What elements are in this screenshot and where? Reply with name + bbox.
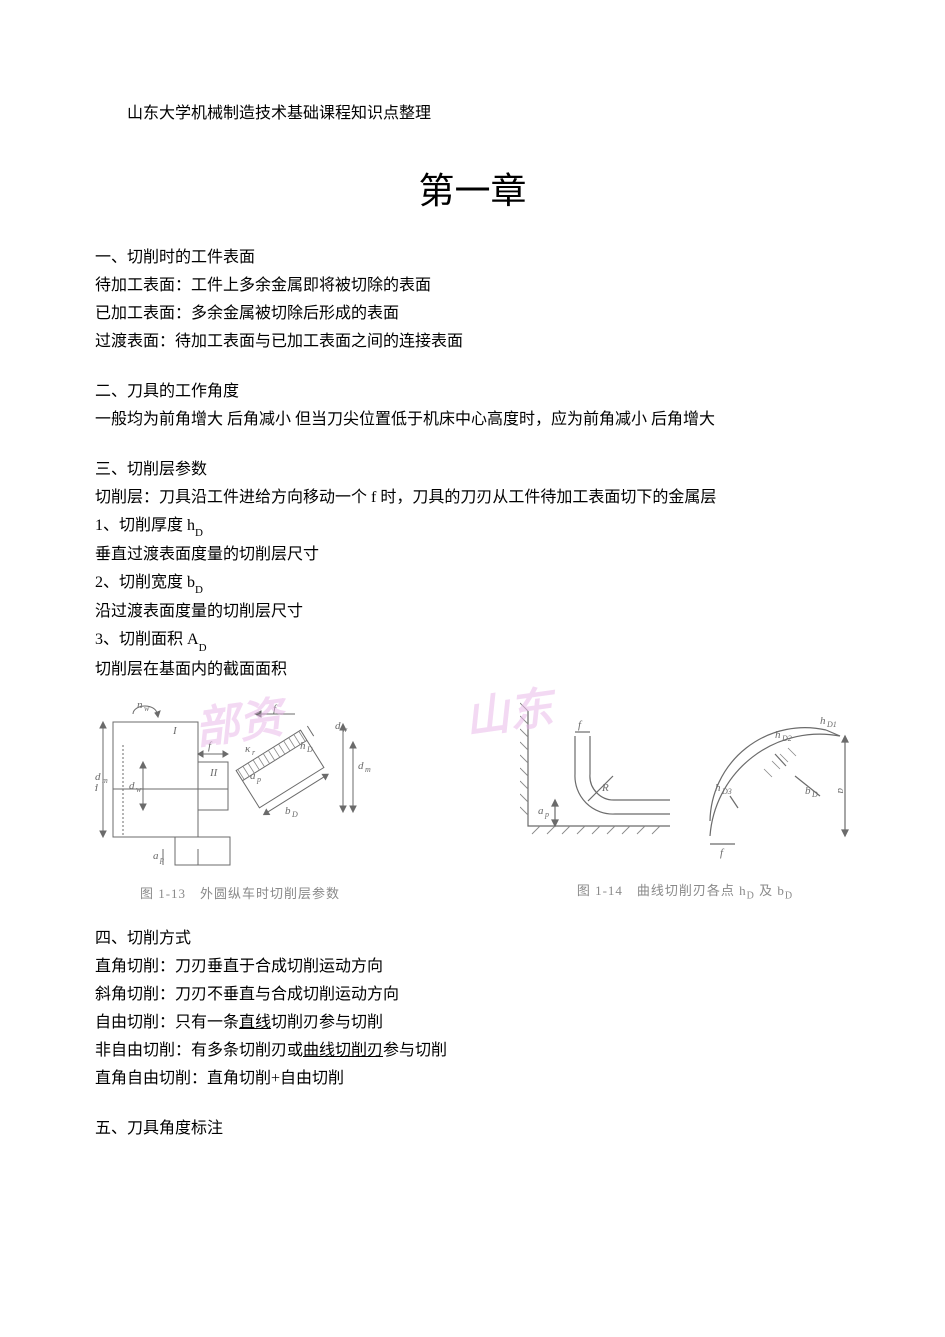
svg-text:w: w [342, 725, 348, 734]
figure-1-14-caption-sub1: D [747, 890, 755, 901]
section-3-item-1b: 垂直过渡表面度量的切削层尺寸 [95, 541, 850, 569]
svg-text:D: D [306, 745, 313, 754]
section-3-heading: 三、切削层参数 [95, 456, 850, 484]
section-3-item-3a-text: 3、切削面积 A [95, 631, 199, 648]
svg-text:b: b [805, 785, 811, 797]
figure-1-13-caption: 图 1-13 外圆纵车时切削层参数 [140, 882, 340, 905]
section-4: 四、切削方式 直角切削：刀刃垂直于合成切削运动方向 斜角切削：刀刃不垂直与合成切… [95, 925, 850, 1093]
section-1: 一、切削时的工件表面 待加工表面：工件上多余金属即将被切除的表面 已加工表面：多… [95, 244, 850, 356]
svg-text:κ: κ [245, 743, 251, 755]
svg-text:D1: D1 [826, 720, 837, 729]
svg-text:h: h [775, 729, 781, 741]
section-3-item-3b: 切削层在基面内的截面面积 [95, 656, 850, 684]
document-title: 山东大学机械制造技术基础课程知识点整理 [95, 100, 850, 129]
section-2-heading: 二、刀具的工作角度 [95, 378, 850, 406]
chapter-title: 第一章 [95, 159, 850, 224]
section-3-item-3-sub: D [199, 642, 207, 654]
section-3-item-1-sub: D [195, 527, 203, 539]
section-3-item-1a: 1、切削厚度 hD [95, 512, 850, 541]
section-1-line-1: 待加工表面：工件上多余金属即将被切除的表面 [95, 272, 850, 300]
svg-text:d: d [129, 780, 135, 792]
section-4-line-3a: 自由切削：只有一条 [95, 1014, 239, 1031]
figure-1-14-caption: 图 1-14 曲线切削刃各点 hD 及 bD [577, 879, 793, 906]
svg-text:w: w [144, 704, 150, 713]
svg-text:D2: D2 [781, 734, 792, 743]
svg-text:d: d [358, 760, 364, 772]
svg-text:a: a [538, 805, 544, 817]
section-4-line-3u: 直线 [239, 1014, 271, 1031]
svg-text:h: h [820, 715, 826, 727]
section-3-item-3a: 3、切削面积 AD [95, 626, 850, 655]
section-3-item-1a-text: 1、切削厚度 h [95, 517, 195, 534]
section-3-item-2a-text: 2、切削宽度 b [95, 574, 195, 591]
section-5: 五、刀具角度标注 [95, 1115, 850, 1143]
svg-text:h: h [715, 782, 721, 794]
svg-text:R: R [601, 782, 609, 794]
figure-1-14-caption-a: 图 1-14 曲线切削刃各点 h [577, 883, 747, 898]
figures-row: 部资 山东 [95, 694, 850, 905]
section-1-heading: 一、切削时的工件表面 [95, 244, 850, 272]
section-4-line-3: 自由切削：只有一条直线切削刃参与切削 [95, 1009, 850, 1037]
svg-text:D: D [291, 810, 298, 819]
svg-text:d: d [95, 782, 98, 794]
svg-text:D3: D3 [721, 787, 732, 796]
section-5-heading: 五、刀具角度标注 [95, 1115, 850, 1143]
svg-text:b: b [285, 805, 291, 817]
svg-text:p: p [544, 810, 549, 819]
svg-text:II: II [209, 767, 219, 779]
svg-text:p: p [256, 775, 261, 784]
svg-text:m: m [102, 776, 108, 785]
section-1-line-3: 过渡表面：待加工表面与已加工表面之间的连接表面 [95, 328, 850, 356]
svg-text:f: f [578, 719, 583, 731]
svg-text:f: f [208, 740, 213, 752]
svg-text:a: a [835, 788, 847, 794]
section-4-line-1: 直角切削：刀刃垂直于合成切削运动方向 [95, 953, 850, 981]
svg-text:D: D [811, 790, 818, 799]
section-4-line-4a: 非自由切削：有多条切削刃或 [95, 1042, 303, 1059]
section-4-line-4u: 曲线切削刃 [303, 1042, 383, 1059]
figure-1-13-svg: nw d dm dw ap f I II f κr hD bD dm dw ap [95, 694, 385, 874]
section-1-line-2: 已加工表面：多余金属被切除后形成的表面 [95, 300, 850, 328]
svg-text:d: d [335, 720, 341, 732]
section-4-line-4: 非自由切削：有多条切削刃或曲线切削刃参与切削 [95, 1037, 850, 1065]
svg-text:p: p [159, 855, 164, 864]
section-3-item-2b: 沿过渡表面度量的切削层尺寸 [95, 598, 850, 626]
svg-text:f: f [720, 847, 725, 859]
section-3: 三、切削层参数 切削层：刀具沿工件进给方向移动一个 f 时，刀具的刀刃从工件待加… [95, 456, 850, 684]
document-title-text: 山东大学机械制造技术基础课程知识点整理 [127, 105, 431, 122]
figure-1-14: f ap R hD1 hD2 hD3 bD a f 图 1-14 曲线切削刃各点… [520, 696, 850, 906]
section-4-line-5: 直角自由切削：直角切削+自由切削 [95, 1065, 850, 1093]
figure-1-13: nw d dm dw ap f I II f κr hD bD dm dw ap… [95, 694, 385, 905]
section-2: 二、刀具的工作角度 一般均为前角增大 后角减小 但当刀尖位置低于机床中心高度时，… [95, 378, 850, 434]
figure-1-14-caption-b: 及 b [755, 883, 785, 898]
section-3-item-2a: 2、切削宽度 bD [95, 569, 850, 598]
section-4-line-3b: 切削刃参与切削 [271, 1014, 383, 1031]
svg-text:m: m [365, 765, 371, 774]
svg-text:f: f [273, 703, 278, 715]
section-2-line-1: 一般均为前角增大 后角减小 但当刀尖位置低于机床中心高度时，应为前角减小 后角增… [95, 406, 850, 434]
svg-text:a: a [153, 850, 159, 862]
figure-1-14-caption-sub2: D [785, 890, 793, 901]
section-3-item-2-sub: D [195, 584, 203, 596]
section-4-heading: 四、切削方式 [95, 925, 850, 953]
section-4-line-2: 斜角切削：刀刃不垂直与合成切削运动方向 [95, 981, 850, 1009]
svg-text:n: n [137, 699, 143, 711]
svg-text:w: w [136, 785, 142, 794]
section-3-line-1: 切削层：刀具沿工件进给方向移动一个 f 时，刀具的刀刃从工件待加工表面切下的金属… [95, 484, 850, 512]
svg-text:a: a [250, 770, 256, 782]
svg-text:d: d [95, 771, 101, 783]
svg-text:r: r [252, 748, 256, 757]
figure-1-14-svg: f ap R hD1 hD2 hD3 bD a f [520, 696, 850, 871]
section-4-line-4b: 参与切削 [383, 1042, 447, 1059]
svg-text:h: h [300, 740, 306, 752]
chapter-title-text: 第一章 [418, 171, 526, 211]
